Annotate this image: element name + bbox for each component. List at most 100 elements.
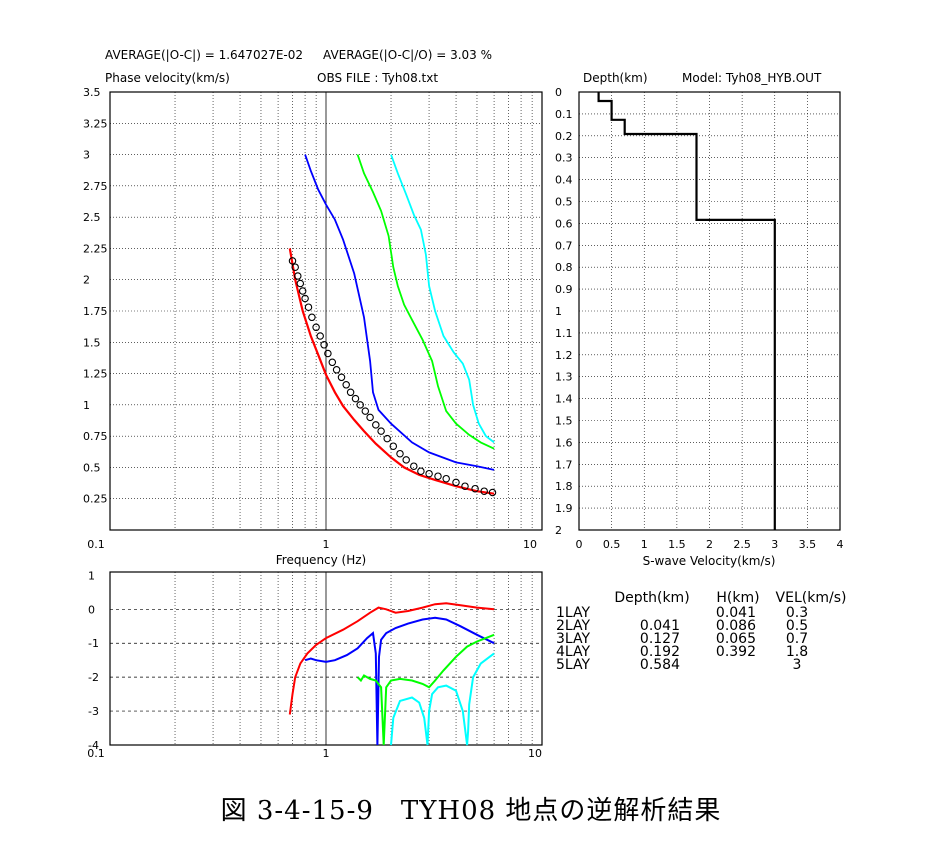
y-tick-label: 0.8 xyxy=(555,261,573,274)
observed-point xyxy=(291,263,299,271)
y-tick-label: -2 xyxy=(88,671,99,684)
table-header-vel: VEL(km/s) xyxy=(776,590,847,606)
y-tick-label: 0.5 xyxy=(555,196,573,209)
residual-curve xyxy=(288,602,495,715)
x-tick-label: 2.5 xyxy=(733,538,751,551)
y-tick-label: 3.25 xyxy=(83,117,108,130)
y-tick-label: 0.5 xyxy=(83,461,101,474)
x-tick-label: 0.1 xyxy=(87,747,105,760)
model-curve xyxy=(356,154,495,450)
layer-depth: 0.192 xyxy=(640,644,680,660)
y-tick-label: 2.5 xyxy=(83,211,101,224)
layer-thickness: 0.041 xyxy=(716,605,756,621)
y-tick-label: 1.75 xyxy=(83,305,108,318)
layer-name: 1LAY xyxy=(556,605,591,621)
y-tick-label: 0 xyxy=(555,86,562,99)
observed-point xyxy=(320,341,328,349)
observed-point xyxy=(361,407,370,415)
y-tick-label: 0.7 xyxy=(555,239,573,252)
y-tick-label: 1.4 xyxy=(555,393,573,406)
observed-point xyxy=(442,474,450,483)
layer-velocity: 3 xyxy=(793,657,802,673)
observed-point xyxy=(425,469,433,478)
layer-velocity: 0.5 xyxy=(786,618,808,634)
phase-velocity-label: Phase velocity(km/s) xyxy=(105,71,230,85)
x-tick-label: 1 xyxy=(323,538,330,551)
y-tick-label: 1.2 xyxy=(555,349,573,362)
x-tick-label: 0 xyxy=(576,538,583,551)
observed-point xyxy=(298,287,307,295)
observed-point xyxy=(377,427,385,435)
model-curve xyxy=(288,248,495,495)
x-tick-label: 1.5 xyxy=(668,538,686,551)
layer-velocity: 0.3 xyxy=(786,605,808,621)
x-tick-label: 10 xyxy=(523,538,537,551)
observed-point xyxy=(434,472,442,480)
observed-point xyxy=(417,467,425,475)
observed-point xyxy=(312,323,320,332)
figure-caption: 図 3-4-15-9 TYH08 地点の逆解析結果 xyxy=(220,796,722,826)
y-tick-label: 0.9 xyxy=(555,283,573,296)
model-label: Model: Tyh08_HYB.OUT xyxy=(682,71,822,85)
y-tick-label: 1.6 xyxy=(555,436,573,449)
y-tick-label: 1.1 xyxy=(555,327,573,340)
model-curve xyxy=(304,154,495,471)
observed-point xyxy=(488,488,497,497)
model-curve xyxy=(390,154,495,444)
x-tick-label: 1 xyxy=(641,538,648,551)
y-tick-label: -1 xyxy=(88,637,99,650)
observed-point xyxy=(328,358,337,367)
y-tick-label: 0 xyxy=(88,603,95,616)
observed-point xyxy=(389,442,398,450)
x-tick-label: 3 xyxy=(771,538,778,551)
observed-point xyxy=(372,421,380,429)
observed-point xyxy=(383,434,391,443)
observed-point xyxy=(316,332,324,340)
y-tick-label: 2.25 xyxy=(83,242,108,255)
y-tick-label: 0.6 xyxy=(555,217,573,230)
observed-point xyxy=(301,294,309,303)
observed-point xyxy=(288,257,297,265)
layer-depth: 0.584 xyxy=(640,657,680,673)
y-tick-label: 0.4 xyxy=(555,174,573,187)
dispersion-plot: 0.25 0.5 0.75 1 1.25 1.5 1.75 2 2.25 2.5 2.75 3 3.25… xyxy=(83,86,543,551)
layer-name: 5LAY xyxy=(556,657,591,673)
layer-depth: 0.127 xyxy=(640,631,680,647)
y-tick-label: 1.25 xyxy=(83,368,108,381)
layer-name: 4LAY xyxy=(556,644,591,660)
layer-velocity: 1.8 xyxy=(786,644,808,660)
table-header-depth: Depth(km) xyxy=(614,590,689,606)
residual-curve xyxy=(304,616,495,746)
observed-point xyxy=(452,478,460,487)
layer-depth: 0.041 xyxy=(640,618,680,634)
y-tick-label: -4 xyxy=(88,739,99,752)
layer-thickness: 0.065 xyxy=(716,631,756,647)
observed-point xyxy=(324,349,332,358)
swave-axis-title: S-wave Velocity(km/s) xyxy=(643,554,776,568)
layer-velocity: 0.7 xyxy=(786,631,808,647)
residual-plot: -4 -3 -2 -1 0 1 0.1 1 10 xyxy=(87,569,543,760)
observed-point xyxy=(294,272,302,280)
x-tick-label: 10 xyxy=(528,747,542,760)
residual-curve xyxy=(356,633,495,746)
y-tick-label: 2 xyxy=(83,274,90,287)
y-tick-label: 0.75 xyxy=(83,430,108,443)
average-abs-text: AVERAGE(|O-C|) = 1.647027E-02 xyxy=(105,48,303,62)
y-tick-label: 3 xyxy=(83,149,90,162)
layer-name: 2LAY xyxy=(556,618,591,634)
observed-point xyxy=(342,381,350,389)
x-tick-label: 0.1 xyxy=(87,538,105,551)
observed-point xyxy=(366,413,374,422)
layer-name: 3LAY xyxy=(556,631,591,647)
observed-point xyxy=(410,462,418,470)
observed-point xyxy=(304,303,313,311)
y-tick-label: 0.25 xyxy=(83,493,108,506)
observed-point xyxy=(356,401,364,409)
x-tick-label: 3.5 xyxy=(799,538,817,551)
x-tick-label: 1 xyxy=(323,747,330,760)
layer-thickness: 0.086 xyxy=(716,618,756,634)
y-tick-label: 2 xyxy=(555,524,562,537)
table-header-h: H(km) xyxy=(716,590,759,606)
observed-point xyxy=(396,449,404,458)
